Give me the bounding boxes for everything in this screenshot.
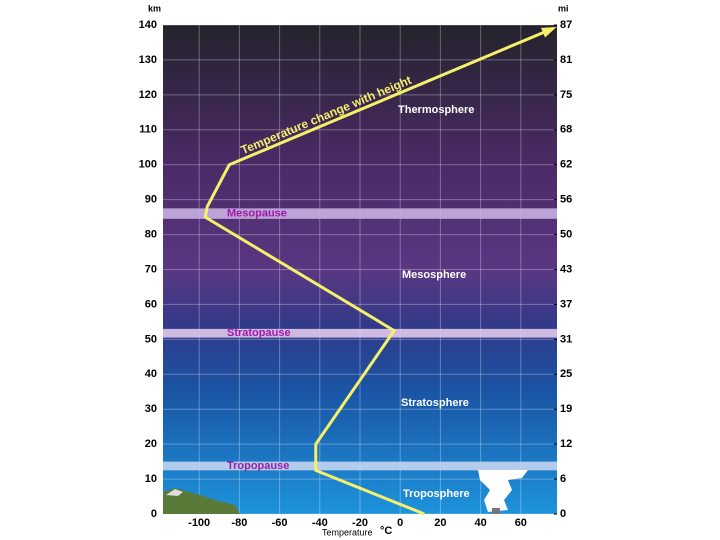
x-tick-label: -80 [231, 517, 247, 529]
y-tick-label: 90 [145, 194, 157, 206]
y2-tick-label: 62 [560, 159, 572, 171]
y2-tick-label: 43 [560, 263, 572, 275]
layer-label: Troposphere [403, 488, 470, 500]
y-tick-label: 70 [145, 263, 157, 275]
y-tick-label: 140 [139, 19, 157, 31]
snowcap [166, 489, 183, 496]
x-tick-label: 0 [397, 517, 403, 529]
y-tick-label: 80 [145, 228, 157, 240]
layer-label: Thermosphere [398, 104, 474, 116]
y2-tick-label: 19 [560, 403, 572, 415]
y2-tick-label: 75 [560, 89, 572, 101]
y-tick-label: 20 [145, 438, 157, 450]
y-tick-label: 130 [139, 54, 157, 66]
y2-tick-label: 68 [560, 124, 572, 136]
y2-tick-label: 87 [560, 19, 572, 31]
boundary-band [163, 328, 557, 338]
x-tick-label: -100 [188, 517, 210, 529]
boundary-label: Mesopause [227, 208, 287, 220]
y-tick-label: 40 [145, 368, 157, 380]
y-tick-label: 100 [139, 159, 157, 171]
x-tick-label: -20 [352, 517, 368, 529]
x-tick-label: 20 [434, 517, 446, 529]
x-tick-label: 60 [515, 517, 527, 529]
plot-background [163, 25, 557, 514]
y-axis-label: km [148, 3, 161, 13]
y-tick-label: 30 [145, 403, 157, 415]
x-tick-label: -40 [312, 517, 328, 529]
temperature-line [203, 27, 554, 516]
boundary-band [163, 208, 557, 219]
y2-tick-label: 56 [560, 194, 572, 206]
mountain [163, 488, 240, 514]
y2-tick-label: 37 [560, 298, 572, 310]
y2-axis-label: mi [558, 3, 569, 13]
boundary-band [163, 461, 557, 471]
y-tick-label: 110 [139, 124, 157, 136]
y-tick-label: 50 [145, 333, 157, 345]
arrowhead [540, 26, 557, 38]
x-tick-label: -60 [272, 517, 288, 529]
y2-tick-label: 12 [560, 438, 572, 450]
boundary-label: Tropopause [227, 460, 289, 472]
y-tick-label: 0 [151, 508, 157, 520]
y2-tick-label: 0 [560, 508, 566, 520]
y2-tick-label: 50 [560, 229, 572, 241]
rain [492, 508, 500, 514]
x-tick-label: 40 [474, 517, 486, 529]
y2-tick-label: 6 [560, 473, 566, 485]
y2-tick-label: 31 [560, 333, 572, 345]
layer-label: Stratosphere [401, 397, 469, 409]
y-tick-label: 60 [145, 298, 157, 310]
x-axis-unit: °C [380, 525, 392, 537]
y2-tick-label: 81 [560, 54, 572, 66]
x-axis-label: Temperature [322, 527, 373, 537]
layer-label: Mesosphere [402, 269, 466, 281]
y-tick-label: 120 [139, 89, 157, 101]
boundary-label: Stratopause [227, 327, 291, 339]
y-tick-label: 10 [145, 473, 157, 485]
cloud [478, 470, 528, 512]
y2-tick-label: 25 [560, 368, 572, 380]
